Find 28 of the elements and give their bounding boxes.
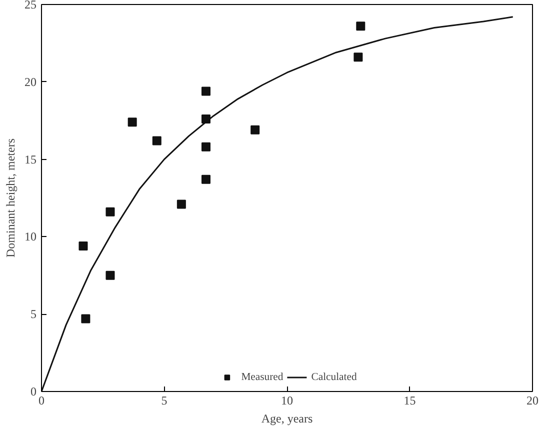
x-tick-label: 20 [526, 394, 538, 408]
y-tick-label: 20 [24, 74, 36, 89]
x-tick-label: 5 [161, 394, 168, 408]
point [201, 142, 210, 152]
point [152, 136, 162, 146]
x-tick-label: 10 [281, 394, 293, 408]
point [201, 174, 210, 184]
x-axis-title: Age, years [261, 412, 313, 426]
point [106, 270, 115, 280]
y-tick-label: 15 [24, 152, 36, 166]
point [106, 207, 115, 216]
line-series [42, 16, 514, 392]
point [201, 86, 210, 96]
point [81, 314, 90, 324]
y-tick-label: 5 [30, 307, 36, 322]
point [250, 125, 260, 134]
point [128, 118, 137, 127]
legend-label: Calculated [311, 371, 357, 383]
point [354, 52, 363, 62]
y-tick-label: 10 [24, 230, 36, 244]
legend-label: Measured [241, 371, 284, 383]
y-tick-label: 25 [24, 0, 36, 12]
x-tick-label: 15 [404, 394, 416, 408]
point [356, 22, 366, 31]
point [176, 200, 186, 209]
point [78, 241, 88, 250]
y-tick-label: 0 [30, 384, 36, 398]
y-axis-title: Dominant height, meters [4, 138, 18, 258]
